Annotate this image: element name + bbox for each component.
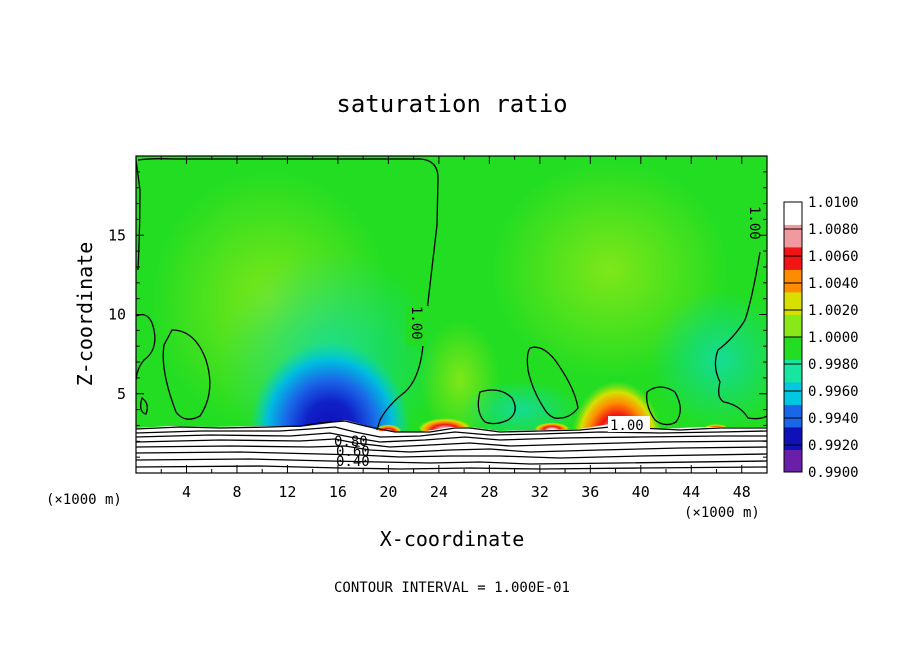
x-tick-label: 8 <box>232 483 241 501</box>
contour-line <box>136 159 141 271</box>
y-axis-title: Z-coordinate <box>73 242 97 387</box>
x-axis: 4 8 12 16 20 24 28 32 36 40 44 48 <box>160 156 751 501</box>
y-tick-label: 5 <box>117 385 126 403</box>
y-tick-label: 15 <box>108 226 126 244</box>
contour-label: 1.00 <box>746 206 762 240</box>
colorbar-swatch <box>784 314 802 338</box>
colorbar-swatch <box>784 382 802 405</box>
contour-line <box>136 458 767 465</box>
contour-line <box>162 329 211 420</box>
colorbar-label: 1.0000 <box>808 330 859 346</box>
colorbar-label: 1.0080 <box>808 222 859 238</box>
colorbar-swatch <box>784 404 802 428</box>
contour-line <box>136 465 767 470</box>
y-axis-unit: (×1000 m) <box>46 492 122 508</box>
x-tick-label: 24 <box>430 483 448 501</box>
colorbar-label: 0.9980 <box>808 357 859 373</box>
contour-line <box>136 426 767 438</box>
contour-line <box>137 158 439 431</box>
colorbar-swatch <box>784 359 802 383</box>
colorbar-label: 0.9940 <box>808 411 859 427</box>
contour-line <box>136 432 767 443</box>
contour-line <box>136 451 767 459</box>
colorbar-swatch <box>784 269 802 293</box>
colorbar: 0.9900 0.9920 0.9940 0.9960 0.9980 1.0000 1.00… <box>783 195 859 481</box>
chart-title: saturation ratio <box>336 90 567 118</box>
x-tick-label: 4 <box>182 483 191 501</box>
contour-label-bg <box>406 306 428 346</box>
contour-line <box>646 386 681 426</box>
x-tick-label: 16 <box>329 483 347 501</box>
contour-interval: CONTOUR INTERVAL = 1.000E-01 <box>334 580 570 596</box>
x-tick-label: 20 <box>379 483 397 501</box>
contour-line <box>714 251 767 420</box>
contour-label-bg <box>608 416 650 432</box>
colorbar-label: 0.9900 <box>808 465 859 481</box>
colorbar-swatch <box>784 292 802 315</box>
colorbar-swatch <box>784 427 802 450</box>
colorbar-label: 0.9920 <box>808 438 859 454</box>
colorbar-label: 1.0040 <box>808 276 859 292</box>
contour-line <box>477 389 516 425</box>
x-tick-label: 32 <box>531 483 549 501</box>
plot-area: 1.00 1.00 1.00 0.80 0.60 0.40 <box>136 156 767 473</box>
x-axis-unit: (×1000 m) <box>684 505 760 521</box>
y-axis: 5 10 15 <box>108 171 767 458</box>
colorbar-label: 0.9960 <box>808 384 859 400</box>
contour-line <box>140 396 148 415</box>
colorbar-swatch <box>784 224 802 248</box>
colorbar-swatch <box>784 337 802 360</box>
colorbar-label: 1.0020 <box>808 303 859 319</box>
contour-label: 0.60 <box>336 444 370 460</box>
x-tick-label: 12 <box>278 483 296 501</box>
contour-line <box>136 445 767 453</box>
contour-line <box>136 313 156 381</box>
colorbar-swatch <box>784 247 802 270</box>
contour-line <box>136 438 767 448</box>
x-axis-title: X-coordinate <box>380 527 525 551</box>
field-cyan-region <box>650 290 767 430</box>
colorbar-label: 1.0060 <box>808 249 859 265</box>
colorbar-label: 1.0100 <box>808 195 859 211</box>
x-tick-label: 36 <box>581 483 599 501</box>
contour-lines <box>136 158 767 470</box>
x-tick-label: 44 <box>682 483 700 501</box>
contour-label: 1.00 <box>408 306 424 340</box>
x-tick-label: 40 <box>632 483 650 501</box>
y-tick-label: 10 <box>108 306 126 324</box>
x-tick-label: 28 <box>480 483 498 501</box>
x-tick-label: 48 <box>733 483 751 501</box>
colorbar-swatch <box>784 202 802 225</box>
contour-label: 1.00 <box>610 418 644 434</box>
contour-label: 0.80 <box>334 434 368 450</box>
colorbar-swatch <box>784 449 802 473</box>
contour-label: 0.40 <box>336 454 370 470</box>
contour-line <box>526 346 579 419</box>
